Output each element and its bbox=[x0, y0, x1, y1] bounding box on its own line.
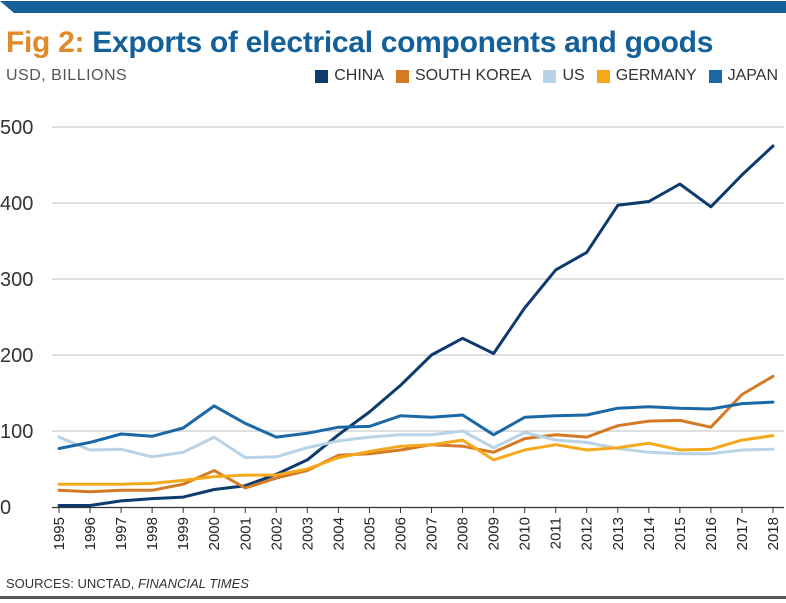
x-tick-label: 2009 bbox=[486, 517, 503, 550]
y-tick-label: 500 bbox=[0, 117, 33, 139]
series-line-china bbox=[57, 144, 775, 507]
x-tick-label: 1995 bbox=[51, 517, 68, 550]
x-tick-label: 1999 bbox=[175, 517, 192, 550]
top-banner-bar bbox=[0, 0, 786, 13]
sources-italic: FINANCIAL TIMES bbox=[137, 576, 249, 591]
y-tick-label: 100 bbox=[0, 421, 33, 443]
legend-swatch bbox=[396, 69, 409, 83]
y-tick-label: 200 bbox=[0, 345, 33, 367]
x-tick-label: 2000 bbox=[206, 517, 223, 550]
x-tick-label: 2001 bbox=[237, 517, 254, 550]
x-tick-label: 2018 bbox=[765, 517, 782, 550]
series-line-japan bbox=[57, 400, 775, 450]
x-tick-label: 2008 bbox=[455, 517, 472, 550]
x-tick-label: 1998 bbox=[144, 517, 161, 550]
x-tick-label: 2015 bbox=[672, 517, 689, 550]
x-tick-label: 2016 bbox=[703, 517, 720, 550]
legend-label: US bbox=[562, 67, 585, 84]
x-tick-label: 2010 bbox=[517, 517, 534, 550]
legend-label: SOUTH KOREA bbox=[415, 67, 532, 84]
legend-item-japan: JAPAN bbox=[708, 67, 778, 85]
series-line-us bbox=[57, 429, 775, 460]
chart-title: Fig 2: Exports of electrical components … bbox=[6, 26, 713, 60]
x-tick-label: 2013 bbox=[610, 517, 627, 550]
legend-swatch bbox=[596, 69, 610, 83]
line-chart: 0 100 200 300 400 500 1995 1996 1997 1998 1999 2000… bbox=[0, 117, 784, 550]
y-axis-unit-label: USD, BILLIONS bbox=[6, 67, 128, 84]
x-tick-label: 2002 bbox=[268, 517, 285, 550]
legend-item-germany: GERMANY bbox=[596, 67, 697, 85]
x-tick-label: 2006 bbox=[392, 517, 409, 550]
x-tick-label: 2007 bbox=[424, 517, 441, 550]
sources-note: SOURCES: UNCTAD, FINANCIAL TIMES bbox=[6, 576, 249, 591]
x-tick-label: 2012 bbox=[579, 517, 596, 550]
x-tick-label: 1996 bbox=[82, 517, 99, 550]
legend-swatch bbox=[708, 69, 722, 83]
y-tick-label: 0 bbox=[0, 497, 11, 519]
x-tick-label: 2017 bbox=[734, 517, 751, 550]
x-tick-label: 2005 bbox=[361, 517, 378, 550]
legend-swatch bbox=[315, 69, 329, 83]
legend-label: JAPAN bbox=[727, 67, 778, 84]
x-tick-label: 2003 bbox=[299, 517, 316, 550]
legend-label: CHINA bbox=[334, 67, 384, 84]
x-tick-label: 2014 bbox=[641, 517, 658, 550]
series-line-germany bbox=[57, 434, 775, 486]
legend-swatch bbox=[543, 69, 557, 83]
chart-legend: CHINA SOUTH KOREA US GERMANY JAPAN bbox=[315, 67, 778, 85]
series-line-south-korea bbox=[57, 374, 775, 494]
legend-item-south-korea: SOUTH KOREA bbox=[396, 67, 531, 85]
top-banner-stripe bbox=[0, 1, 786, 13]
x-tick-label: 1997 bbox=[113, 517, 130, 550]
y-tick-label: 300 bbox=[0, 269, 33, 291]
legend-item-china: CHINA bbox=[315, 67, 384, 85]
chart-title-main: Exports of electrical components and goo… bbox=[92, 26, 714, 59]
x-tick-label: 2011 bbox=[548, 517, 565, 549]
legend-label: GERMANY bbox=[615, 67, 697, 84]
chart-title-lead: Fig 2: bbox=[6, 26, 85, 59]
bottom-rule bbox=[0, 596, 786, 599]
x-tick-label: 2004 bbox=[330, 517, 347, 550]
y-tick-label: 400 bbox=[0, 193, 33, 215]
legend-item-us: US bbox=[543, 67, 585, 85]
sources-prefix: SOURCES: UNCTAD, bbox=[6, 576, 135, 591]
